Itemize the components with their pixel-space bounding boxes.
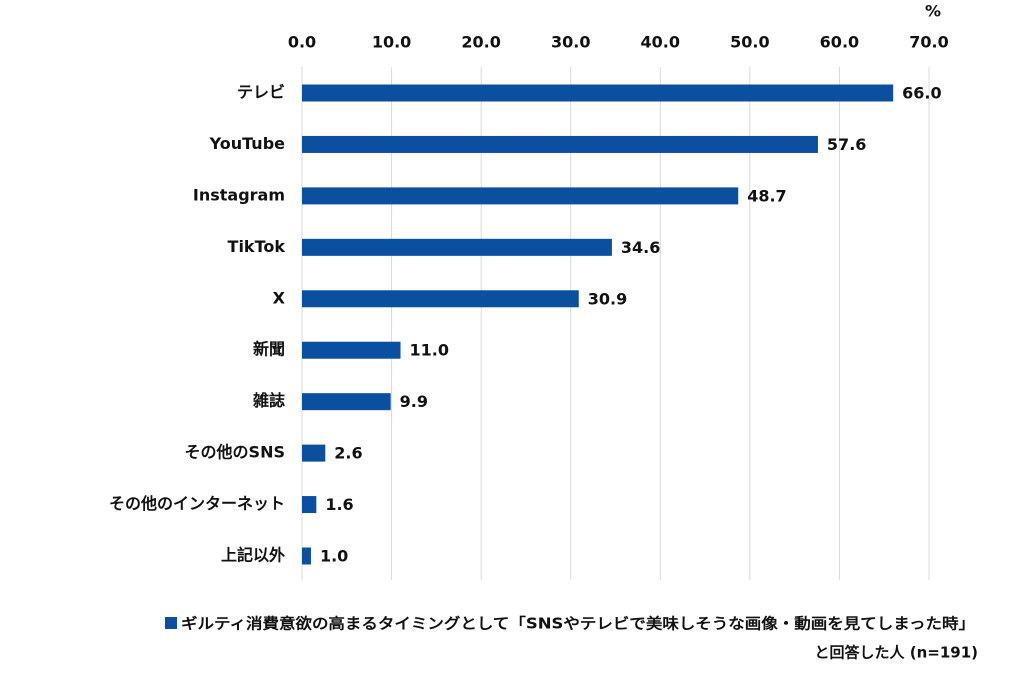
bar: [302, 238, 612, 256]
value-label: 11.0: [410, 341, 449, 360]
value-label: 66.0: [902, 84, 941, 103]
legend-label: ギルティ消費意欲の高まるタイミングとして「SNSやテレビで美味しそうな画像・動画…: [181, 615, 975, 633]
y-tick-label: Instagram: [193, 185, 285, 204]
value-label: 2.6: [334, 444, 362, 463]
y-tick-label: 新聞: [253, 340, 285, 359]
legend-note: と回答した人 (n=191): [815, 644, 979, 662]
y-tick-label: 雑誌: [252, 391, 285, 410]
y-tick-label: テレビ: [237, 83, 285, 102]
value-label: 1.6: [325, 495, 353, 514]
x-tick-label: 10.0: [372, 33, 411, 52]
bar: [302, 393, 391, 411]
y-tick-label: その他のSNS: [185, 443, 285, 462]
y-tick-label: X: [273, 288, 286, 307]
value-label: 57.6: [827, 135, 866, 154]
bar: [302, 444, 326, 462]
legend-swatch: [165, 617, 177, 629]
y-tick-label: その他のインターネット: [109, 494, 285, 513]
bar: [302, 187, 739, 205]
y-tick-label: 上記以外: [221, 546, 285, 565]
bar: [302, 341, 401, 359]
x-tick-label: 60.0: [820, 33, 859, 52]
bar: [302, 547, 311, 565]
unit-label: %: [925, 2, 941, 21]
bar: [302, 84, 894, 102]
bar: [302, 496, 317, 514]
value-label: 30.9: [588, 289, 627, 308]
x-tick-label: 30.0: [551, 33, 590, 52]
bar: [302, 290, 579, 308]
value-label: 9.9: [400, 392, 428, 411]
value-label: 34.6: [621, 238, 660, 257]
value-label: 1.0: [320, 547, 348, 566]
x-tick-label: 20.0: [461, 33, 500, 52]
value-label: 48.7: [747, 186, 786, 205]
y-tick-label: YouTube: [209, 134, 286, 153]
x-tick-label: 40.0: [641, 33, 680, 52]
bar: [302, 135, 818, 153]
x-tick-label: 70.0: [909, 33, 948, 52]
y-tick-label: TikTok: [228, 237, 286, 256]
x-tick-label: 0.0: [288, 33, 316, 52]
x-tick-label: 50.0: [730, 33, 769, 52]
